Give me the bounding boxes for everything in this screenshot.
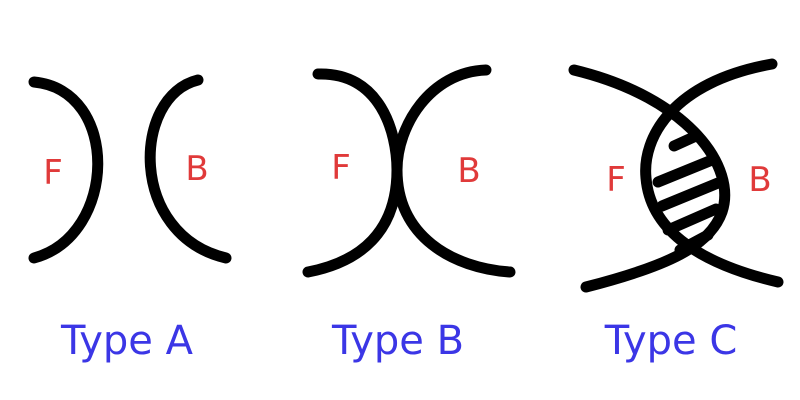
type-b-back-label: B — [457, 151, 480, 191]
type-a-back-label: B — [185, 149, 208, 189]
type-a-front-arc — [28, 76, 104, 264]
type-a-front-label: F — [43, 153, 63, 193]
type-c-caption: Type C — [604, 318, 738, 364]
type-b-front-arc — [302, 68, 403, 278]
type-c-front-label: F — [606, 160, 626, 200]
panel-type-b: F B Type B — [302, 64, 516, 364]
type-a-caption: Type A — [60, 318, 194, 364]
type-b-back-arc — [391, 64, 516, 278]
panel-type-c: F B Type C — [568, 58, 784, 364]
panel-type-a: F B Type A — [28, 74, 232, 364]
type-a-back-arc — [144, 74, 232, 264]
type-c-overlap-hatching — [652, 130, 724, 256]
type-c-front-arc — [568, 64, 731, 293]
type-c-back-label: B — [748, 160, 771, 200]
type-b-caption: Type B — [331, 318, 464, 364]
type-b-front-label: F — [331, 148, 351, 188]
type-c-back-arc — [640, 58, 784, 288]
